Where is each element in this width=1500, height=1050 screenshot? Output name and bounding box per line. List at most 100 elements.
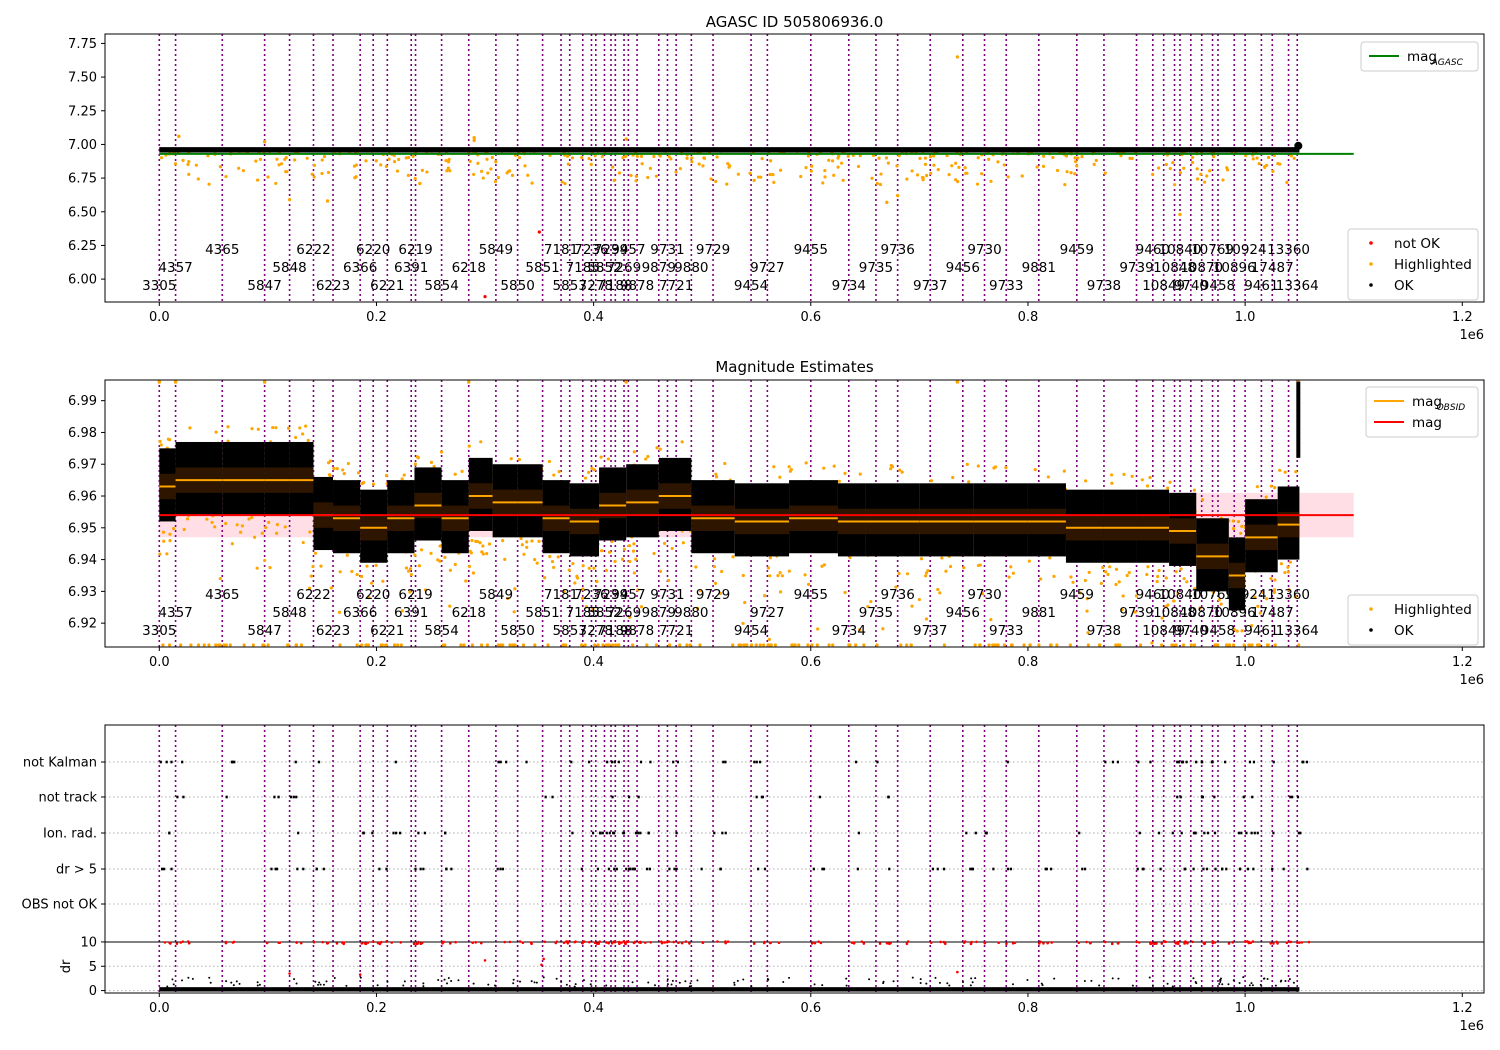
obsid-label: 5850 <box>500 278 534 294</box>
highlighted-point <box>312 163 317 167</box>
highlighted-point <box>186 162 190 167</box>
ok-dr-point <box>1090 979 1093 982</box>
flag-point <box>225 795 228 799</box>
highlighted-point <box>521 643 526 647</box>
highlighted-point <box>384 164 388 168</box>
highlighted-point <box>773 643 778 647</box>
highlighted-point <box>962 566 966 570</box>
highlighted-point <box>822 563 826 567</box>
highlighted-point <box>453 562 457 567</box>
not-ok-dr-point <box>1005 942 1008 946</box>
ok-dr-point <box>208 976 211 979</box>
not-ok-dr-point <box>813 941 817 945</box>
highlighted-point <box>1289 154 1293 158</box>
highlighted-point <box>1192 488 1196 492</box>
ok-dr-point <box>961 980 964 983</box>
highlighted-point <box>634 174 638 178</box>
highlighted-point <box>320 171 324 176</box>
obsid-label: 10840 <box>1158 587 1201 603</box>
highlighted-point <box>445 169 449 173</box>
highlighted-point <box>327 473 332 477</box>
highlighted-point <box>374 563 378 567</box>
ok-dr-point <box>582 979 585 982</box>
flag-point <box>936 867 939 871</box>
obsid-label: 5852 <box>587 605 621 621</box>
flag-point <box>617 760 620 764</box>
highlighted-point <box>1178 171 1183 175</box>
ok-dr-point <box>766 978 769 981</box>
highlighted-point <box>367 596 371 600</box>
flag-point <box>719 867 722 871</box>
highlighted-point <box>739 643 743 647</box>
flag-point <box>315 867 318 871</box>
flag-point <box>673 867 676 871</box>
not-ok-dr-point <box>474 941 478 944</box>
highlighted-point <box>1173 183 1177 187</box>
highlighted-point <box>207 643 211 647</box>
highlighted-point <box>832 464 836 468</box>
obsid-label: 5847 <box>247 623 281 639</box>
highlighted-point <box>264 525 268 530</box>
highlighted-point <box>1273 485 1277 490</box>
not-ok-dr-point <box>1213 941 1217 944</box>
not-ok-dr-point <box>1089 941 1092 945</box>
ok-dr-point <box>447 977 450 980</box>
highlighted-point <box>468 549 472 553</box>
highlighted-point <box>895 164 899 168</box>
highlighted-point <box>847 643 851 647</box>
not-ok-dr-point <box>956 970 959 974</box>
highlighted-point <box>858 628 862 632</box>
highlighted-point <box>481 176 485 180</box>
highlighted-point <box>1255 485 1259 489</box>
highlighted-point <box>310 172 314 176</box>
highlighted-point <box>467 564 472 569</box>
legend-label: Highlighted <box>1394 602 1472 618</box>
ok-dr-point <box>345 984 348 987</box>
highlighted-point <box>1122 472 1126 476</box>
flag-point <box>317 760 321 764</box>
highlighted-point <box>237 166 241 170</box>
highlighted-point <box>591 607 595 611</box>
ok-dr-point <box>688 985 691 988</box>
highlighted-point <box>1199 172 1203 176</box>
flag-point <box>758 760 762 764</box>
not-ok-dr-point <box>454 940 457 944</box>
highlighted-point <box>590 466 594 470</box>
ok-dr-point <box>1232 979 1235 982</box>
highlighted-point <box>1160 643 1164 647</box>
highlighted-point <box>362 480 366 485</box>
flag-point <box>497 760 500 764</box>
ok-dr-point <box>845 984 848 987</box>
highlighted-point <box>365 564 369 568</box>
highlighted-point <box>768 556 772 560</box>
flag-point <box>1251 795 1254 799</box>
highlighted-point <box>444 159 448 163</box>
highlighted-point <box>631 643 635 647</box>
highlighted-point <box>910 604 914 608</box>
flag-point <box>1213 831 1217 835</box>
highlighted-point <box>1078 591 1082 595</box>
not-ok-dr-point <box>325 942 329 945</box>
highlighted-point <box>494 160 498 164</box>
not-ok-dr-point <box>817 940 820 943</box>
ok-dr-point <box>555 977 558 980</box>
flag-point <box>160 867 164 871</box>
y-tick-label: 6.93 <box>68 585 97 600</box>
flag-point <box>302 867 305 871</box>
highlighted-point <box>820 564 824 568</box>
y-tick-label: 6.25 <box>68 239 97 254</box>
obsid-label: 5851 <box>525 260 559 276</box>
highlighted-point <box>1179 567 1183 571</box>
not-ok-dr-point <box>1164 940 1167 944</box>
highlighted-point <box>980 172 984 176</box>
highlighted-point <box>713 581 718 585</box>
ok-dr-point <box>319 983 322 986</box>
highlighted-point <box>897 571 901 576</box>
flag-point <box>649 760 652 764</box>
highlighted-point <box>726 162 730 166</box>
flag-point <box>1272 831 1275 835</box>
y-tick-label: 6.95 <box>68 521 97 536</box>
highlighted-point <box>501 538 505 543</box>
highlighted-point <box>1104 570 1108 574</box>
not-ok-dr-point <box>1042 942 1045 945</box>
